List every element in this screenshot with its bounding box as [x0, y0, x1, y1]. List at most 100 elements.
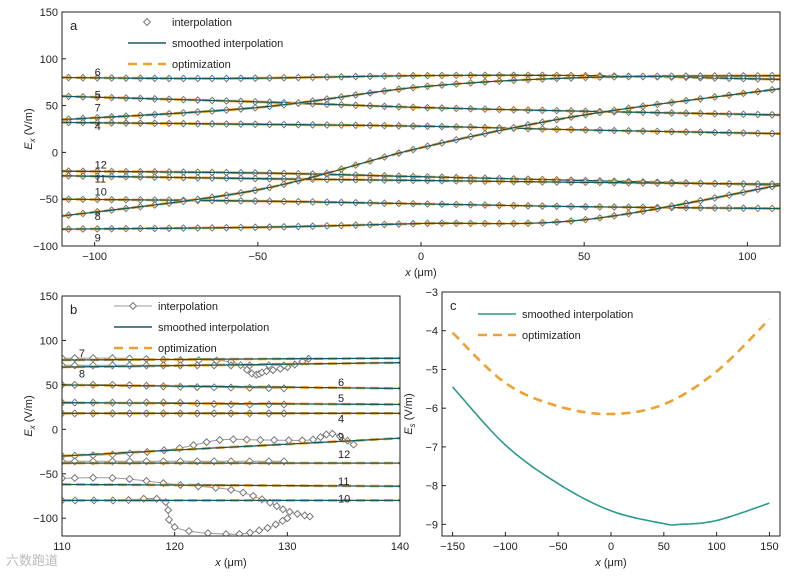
x-tick-label: 140	[391, 541, 409, 553]
interpolation-marker	[349, 440, 358, 449]
interpolation-marker	[255, 526, 264, 535]
y-tick-label: −3	[425, 287, 438, 299]
x-axis-label: x (μm)	[214, 557, 246, 569]
interpolation-marker	[272, 502, 281, 511]
series-12	[62, 457, 400, 466]
smoothed-line	[62, 357, 400, 361]
curve-label: 7	[95, 102, 101, 114]
interpolation-marker	[335, 432, 344, 441]
y-tick-label: 100	[40, 335, 58, 347]
interpolation-marker	[125, 361, 134, 370]
watermark-text: 六数跑道	[6, 554, 59, 569]
interpolation-marker	[245, 528, 255, 536]
x-axis-var: x	[404, 267, 411, 279]
curve-label: 6	[338, 377, 344, 389]
y-tick-label: −4	[425, 326, 438, 338]
x-axis-label: x (μm)	[404, 267, 436, 279]
legend-label: smoothed interpolation	[158, 322, 269, 334]
curve-label: 8	[79, 368, 85, 380]
interpolation-marker	[125, 354, 134, 363]
y-tick-label: −50	[39, 194, 58, 206]
series-7	[62, 71, 780, 124]
y-axis-var: E	[23, 429, 35, 437]
interpolation-marker	[316, 432, 325, 442]
legend-label: optimization	[172, 59, 231, 71]
series-4	[62, 409, 400, 418]
x-tick-label: 0	[608, 541, 614, 553]
curve-label: 6	[95, 67, 101, 79]
y-axis-unit: (V/m)	[23, 395, 35, 425]
interpolation-marker	[62, 474, 67, 483]
legend-label: interpolation	[158, 301, 218, 313]
series-8	[62, 361, 400, 370]
smoothed-line	[62, 384, 400, 390]
y-tick-label: 0	[52, 147, 58, 159]
interpolation-marker	[268, 366, 278, 375]
x-tick-label: 50	[578, 251, 590, 263]
smoothed-line	[62, 74, 780, 121]
y-tick-label: 150	[40, 7, 58, 19]
smoothed-line	[62, 95, 780, 116]
legend-marker	[142, 17, 152, 27]
interpolation-marker	[256, 435, 265, 445]
series-line-smoothed	[451, 386, 770, 526]
y-axis-sub: x	[28, 424, 37, 430]
interpolation-marker	[70, 473, 79, 483]
interpolation-marker	[293, 509, 302, 518]
legend-label: optimization	[158, 343, 217, 355]
smoothed-line	[62, 88, 780, 217]
y-tick-label: −5	[425, 364, 438, 376]
y-tick-label: −7	[425, 442, 438, 454]
interpolation-marker	[108, 473, 117, 483]
curve-label: 11	[95, 174, 106, 186]
x-tick-label: 110	[53, 541, 71, 553]
x-tick-label: −100	[493, 541, 518, 553]
interpolation-marker	[88, 473, 98, 482]
interpolation-marker	[285, 507, 294, 516]
y-axis-sub: x	[28, 137, 37, 143]
x-tick-label: 120	[165, 541, 183, 553]
series-8	[62, 85, 780, 220]
interpolation-marker	[242, 435, 251, 444]
axes-frame	[61, 295, 401, 537]
interpolation-marker	[215, 435, 224, 445]
interpolation-marker	[235, 529, 244, 536]
legend-marker	[128, 301, 138, 311]
interpolation-marker	[270, 435, 279, 445]
x-tick-label: −50	[549, 541, 568, 553]
smoothed-line	[62, 121, 780, 135]
series-4	[62, 118, 780, 138]
x-axis-var: x	[214, 557, 221, 569]
curve-label: 10	[338, 494, 350, 506]
legend-label: optimization	[522, 330, 581, 342]
x-tick-label: −100	[82, 251, 107, 263]
panel-letter: a	[70, 18, 78, 33]
curve-label: 9	[95, 233, 101, 245]
interpolation-marker	[221, 529, 231, 536]
y-tick-label: 50	[46, 380, 58, 392]
interpolation-marker	[226, 485, 236, 494]
smoothed-line	[62, 437, 400, 457]
curve-label: 9	[338, 431, 344, 443]
interpolation-marker	[202, 438, 211, 447]
x-tick-label: 0	[418, 251, 424, 263]
smoothed-line	[62, 483, 400, 487]
panel-c: −150 −100 −50 0 50 100 150 −9 −8 −7 −6 −5 −4 −3 x (μm)…	[403, 287, 781, 569]
y-axis-unit: (V/m)	[403, 393, 415, 423]
y-axis-label: Es (V/m)	[403, 393, 417, 434]
series-10	[62, 494, 400, 536]
x-axis-unit: (μm)	[601, 557, 627, 569]
y-tick-label: 0	[52, 424, 58, 436]
panel-letter: c	[450, 298, 457, 313]
curve-label: 4	[95, 121, 101, 133]
series-11	[62, 171, 780, 189]
interpolation-marker	[322, 430, 331, 439]
y-tick-label: −8	[425, 481, 438, 493]
smoothed-line	[62, 402, 400, 406]
y-tick-label: 150	[40, 291, 58, 303]
y-tick-label: 100	[40, 54, 58, 66]
interpolation-marker	[283, 514, 292, 523]
y-tick-label: 50	[46, 101, 58, 113]
interpolation-marker	[142, 476, 151, 486]
curve-label: 5	[338, 393, 344, 405]
